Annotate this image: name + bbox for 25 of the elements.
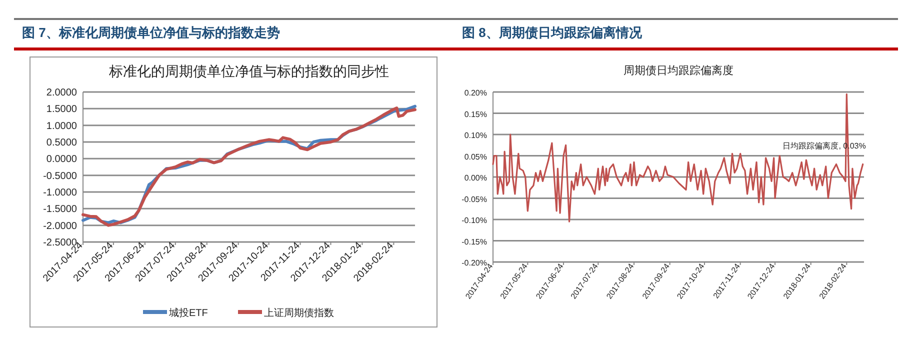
y-tick-label: 0.00% (464, 174, 487, 182)
y-tick-label: -1.0000 (43, 188, 78, 198)
y-tick-label: 0.15% (464, 110, 487, 119)
chart-title: 图 8、周期债日均跟踪偏离情况 (462, 25, 643, 40)
y-tick-label: 0.20% (464, 88, 487, 98)
y-tick-label: 0.10% (464, 131, 487, 140)
y-tick-label: -2.0000 (43, 220, 78, 232)
y-tick-label: -0.20% (462, 258, 487, 268)
y-tick-label: -0.5000 (43, 170, 78, 182)
chart-subtitle: 标准化的周期债单位净值与标的指数的同步性 (108, 63, 389, 79)
legend-label: 城投ETF (168, 307, 208, 319)
y-tick-label: -1.5000 (43, 204, 78, 216)
chart-title: 图 7、标准化周期债单位净值与标的指数走势 (22, 25, 280, 40)
y-tick-label: -0.15% (462, 237, 487, 246)
y-tick-label: 0.5000 (46, 138, 78, 148)
y-tick-label: 1.0000 (46, 120, 78, 132)
y-tick-label: 0.0000 (46, 154, 78, 166)
y-tick-label: -0.10% (462, 216, 487, 225)
y-tick-label: -0.05% (462, 194, 487, 204)
y-tick-label: 2.0000 (46, 88, 78, 98)
y-tick-label: 0.05% (464, 152, 487, 162)
legend-label: 上证周期债指数 (264, 307, 334, 319)
line-series (492, 93, 864, 222)
chart-subtitle: 周期债日均跟踪偏离度 (624, 64, 734, 77)
y-tick-label: 1.5000 (46, 104, 78, 116)
